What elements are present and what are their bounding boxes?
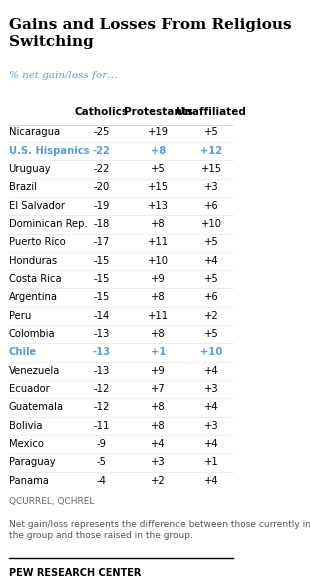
Text: +4: +4 (204, 256, 218, 266)
Text: Catholics: Catholics (74, 107, 128, 117)
Text: +11: +11 (148, 237, 169, 248)
Text: +3: +3 (204, 421, 218, 430)
Text: +9: +9 (151, 274, 166, 284)
Text: +5: +5 (204, 329, 219, 339)
Text: +10: +10 (200, 347, 222, 357)
Text: Unaffiliated: Unaffiliated (176, 107, 246, 117)
Text: -11: -11 (93, 421, 110, 430)
Text: -15: -15 (93, 256, 110, 266)
Text: Argentina: Argentina (9, 293, 58, 302)
Text: Chile: Chile (9, 347, 37, 357)
Text: +2: +2 (204, 310, 219, 321)
Text: -12: -12 (93, 402, 110, 413)
Text: -17: -17 (93, 237, 110, 248)
Text: -25: -25 (93, 128, 110, 137)
Text: Dominican Rep.: Dominican Rep. (9, 219, 87, 229)
Text: +4: +4 (204, 366, 218, 376)
Text: Nicaragua: Nicaragua (9, 128, 60, 137)
Text: +8: +8 (151, 293, 166, 302)
Text: +3: +3 (151, 458, 166, 467)
Text: +3: +3 (204, 384, 218, 394)
Text: +13: +13 (148, 201, 169, 211)
Text: -5: -5 (96, 458, 106, 467)
Text: Brazil: Brazil (9, 182, 37, 192)
Text: +10: +10 (148, 256, 169, 266)
Text: +4: +4 (204, 402, 218, 413)
Text: U.S. Hispanics: U.S. Hispanics (9, 146, 89, 156)
Text: % net gain/loss for…: % net gain/loss for… (9, 71, 117, 80)
Text: El Salvador: El Salvador (9, 201, 64, 211)
Text: Paraguay: Paraguay (9, 458, 55, 467)
Text: Net gain/loss represents the difference between those currently in
the group and: Net gain/loss represents the difference … (9, 520, 310, 540)
Text: +1: +1 (204, 458, 219, 467)
Text: Ecuador: Ecuador (9, 384, 49, 394)
Text: Panama: Panama (9, 475, 48, 486)
Text: Mexico: Mexico (9, 439, 43, 449)
Text: -22: -22 (92, 146, 110, 156)
Text: +6: +6 (204, 293, 219, 302)
Text: +9: +9 (151, 366, 166, 376)
Text: +5: +5 (204, 128, 219, 137)
Text: +7: +7 (151, 384, 166, 394)
Text: -13: -13 (92, 347, 111, 357)
Text: +15: +15 (201, 164, 222, 174)
Text: +8: +8 (151, 402, 166, 413)
Text: +8: +8 (151, 329, 166, 339)
Text: +12: +12 (200, 146, 222, 156)
Text: -18: -18 (93, 219, 110, 229)
Text: Venezuela: Venezuela (9, 366, 60, 376)
Text: +10: +10 (201, 219, 222, 229)
Text: +5: +5 (204, 274, 219, 284)
Text: +6: +6 (204, 201, 219, 211)
Text: QCURREL, QCHREL: QCURREL, QCHREL (9, 497, 94, 506)
Text: -15: -15 (93, 274, 110, 284)
Text: +8: +8 (151, 421, 166, 430)
Text: Colombia: Colombia (9, 329, 55, 339)
Text: +8: +8 (151, 219, 166, 229)
Text: -12: -12 (93, 384, 110, 394)
Text: Gains and Losses From Religious
Switching: Gains and Losses From Religious Switchin… (9, 18, 291, 50)
Text: +1: +1 (151, 347, 166, 357)
Text: +19: +19 (148, 128, 169, 137)
Text: -13: -13 (93, 366, 110, 376)
Text: -22: -22 (93, 164, 110, 174)
Text: Peru: Peru (9, 310, 31, 321)
Text: +11: +11 (148, 310, 169, 321)
Text: +15: +15 (148, 182, 169, 192)
Text: +5: +5 (204, 237, 219, 248)
Text: Costa Rica: Costa Rica (9, 274, 61, 284)
Text: Puerto Rico: Puerto Rico (9, 237, 65, 248)
Text: Guatemala: Guatemala (9, 402, 64, 413)
Text: Bolivia: Bolivia (9, 421, 42, 430)
Text: +4: +4 (151, 439, 166, 449)
Text: +4: +4 (204, 475, 218, 486)
Text: -14: -14 (93, 310, 110, 321)
Text: +3: +3 (204, 182, 218, 192)
Text: -19: -19 (93, 201, 110, 211)
Text: Protestants: Protestants (124, 107, 193, 117)
Text: +8: +8 (151, 146, 166, 156)
Text: +5: +5 (151, 164, 166, 174)
Text: -4: -4 (96, 475, 106, 486)
Text: +4: +4 (204, 439, 218, 449)
Text: -9: -9 (96, 439, 106, 449)
Text: +2: +2 (151, 475, 166, 486)
Text: -20: -20 (93, 182, 110, 192)
Text: Uruguay: Uruguay (9, 164, 51, 174)
Text: -13: -13 (93, 329, 110, 339)
Text: PEW RESEARCH CENTER: PEW RESEARCH CENTER (9, 568, 141, 577)
Text: -15: -15 (93, 293, 110, 302)
Text: Honduras: Honduras (9, 256, 57, 266)
